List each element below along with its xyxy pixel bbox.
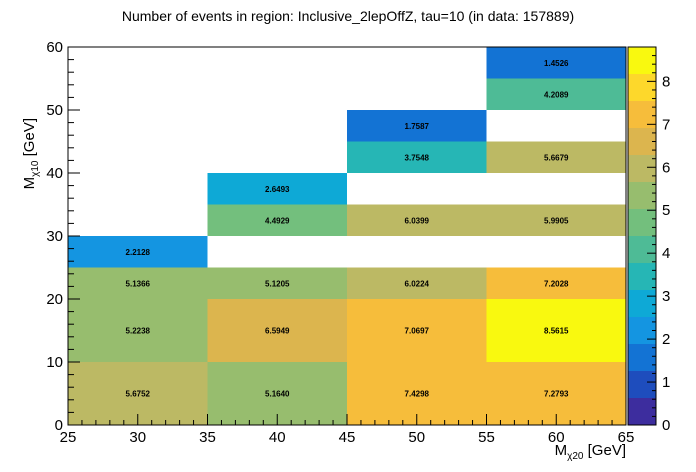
x-axis-label-sub: χ20 xyxy=(567,451,584,462)
heatmap-cell xyxy=(347,110,487,142)
cell-value-label: 4.2089 xyxy=(544,90,569,99)
cell-value-label: 7.4298 xyxy=(405,390,430,399)
y-axis: 0 10 20 30 40 50 60 xyxy=(46,39,80,434)
color-scale-swatch xyxy=(628,263,656,290)
y-tick-label: 60 xyxy=(46,39,63,56)
y-tick-label: 10 xyxy=(46,354,63,371)
color-scale-swatch xyxy=(628,317,656,344)
z-tick-label: 1 xyxy=(662,374,670,391)
color-scale-axis: 0 1 2 3 4 5 6 7 8 xyxy=(647,46,670,434)
cell-value-label: 5.9905 xyxy=(544,216,569,225)
color-scale-swatch xyxy=(628,101,656,128)
cell-value-label: 1.7587 xyxy=(405,122,430,131)
cell-value-label: 7.0697 xyxy=(405,327,430,336)
y-tick-label: 20 xyxy=(46,291,63,308)
z-tick-label: 5 xyxy=(662,202,670,219)
cell-value-label: 6.0399 xyxy=(405,216,430,225)
y-tick-label: 40 xyxy=(46,165,63,182)
z-tick-label: 3 xyxy=(662,288,670,305)
color-scale-swatch xyxy=(628,398,656,425)
x-tick-label: 30 xyxy=(129,429,146,446)
heatmap-cell xyxy=(486,204,626,236)
heatmap-cell xyxy=(68,267,208,299)
color-scale-swatch xyxy=(628,290,656,317)
color-scale-bar xyxy=(627,46,657,426)
cell-value-label: 5.6679 xyxy=(544,153,569,162)
y-tick-label: 50 xyxy=(46,102,63,119)
heatmap-cell xyxy=(347,299,487,362)
cell-value-label: 2.2128 xyxy=(126,248,151,257)
color-scale-swatch xyxy=(628,47,656,74)
heatmap-cell-labels: 5.6752 5.1640 7.4298 7.2793 5.2238 6.5949 7.06… xyxy=(126,59,570,399)
x-tick-label: 35 xyxy=(199,429,216,446)
y-tick-label: 0 xyxy=(55,417,63,434)
color-scale-swatch xyxy=(628,128,656,155)
z-tick-label: 7 xyxy=(662,116,670,133)
heatmap-cell xyxy=(486,141,626,173)
cell-value-label: 6.0224 xyxy=(405,279,430,288)
heatmap-cell xyxy=(68,299,208,362)
heatmap-cell xyxy=(486,299,626,362)
heatmap-cell xyxy=(207,173,347,205)
y-axis-label-sub: χ10 xyxy=(30,160,41,177)
z-tick-label: 0 xyxy=(662,417,670,434)
heatmap-cell xyxy=(347,141,487,173)
cell-value-label: 6.5949 xyxy=(265,327,290,336)
chart-title: Number of events in region: Inclusive_2l… xyxy=(122,8,574,24)
color-scale-swatch xyxy=(628,344,656,371)
x-tick-label: 55 xyxy=(478,429,495,446)
heatmap-cell xyxy=(207,299,347,362)
heatmap-cell xyxy=(68,236,208,268)
cell-value-label: 5.1205 xyxy=(265,279,290,288)
color-scale-swatch xyxy=(628,74,656,101)
z-tick-label: 2 xyxy=(662,331,670,348)
color-scale-swatch xyxy=(628,155,656,182)
color-scale-swatch xyxy=(628,236,656,263)
cell-value-label: 1.4526 xyxy=(544,59,569,68)
x-tick-label: 60 xyxy=(548,429,565,446)
cell-value-label: 5.1366 xyxy=(126,279,151,288)
cell-value-label: 3.7548 xyxy=(405,153,430,162)
z-tick-label: 4 xyxy=(662,245,670,262)
cell-value-label: 8.5615 xyxy=(544,327,569,336)
y-tick-label: 30 xyxy=(46,228,63,245)
heatmap-cell xyxy=(207,267,347,299)
color-scale-swatch xyxy=(628,182,656,209)
heatmap-cell xyxy=(486,78,626,110)
y-axis-label-unit: [GeV] xyxy=(21,118,38,161)
cell-value-label: 5.2238 xyxy=(126,327,151,336)
cell-value-label: 2.6493 xyxy=(265,185,290,194)
cell-value-label: 5.6752 xyxy=(126,390,151,399)
cell-value-label: 4.4929 xyxy=(265,216,290,225)
y-axis-label-main: M xyxy=(21,177,38,190)
x-axis-label-main: M xyxy=(555,442,568,459)
heatmap-cell xyxy=(486,47,626,79)
x-tick-label: 50 xyxy=(408,429,425,446)
x-axis-label-unit: [GeV] xyxy=(583,442,626,459)
x-axis-label: Mχ20 [GeV] xyxy=(555,442,626,462)
color-scale-swatch xyxy=(628,371,656,398)
x-axis: 25 30 35 40 45 50 55 60 65 xyxy=(60,414,635,446)
cell-value-label: 5.1640 xyxy=(265,390,290,399)
x-tick-label: 65 xyxy=(618,429,635,446)
x-tick-label: 25 xyxy=(60,429,77,446)
heatmap-cell xyxy=(486,267,626,299)
z-tick-label: 8 xyxy=(662,73,670,90)
color-scale-swatch xyxy=(628,209,656,236)
heatmap-cell xyxy=(207,204,347,236)
z-tick-label: 6 xyxy=(662,159,670,176)
y-axis-label: Mχ10 [GeV] xyxy=(21,118,41,189)
x-tick-label: 40 xyxy=(269,429,286,446)
heatmap-cell xyxy=(347,204,487,236)
cell-value-label: 7.2793 xyxy=(544,390,569,399)
cell-value-label: 7.2028 xyxy=(544,279,569,288)
x-tick-label: 45 xyxy=(339,429,356,446)
heatmap-cell xyxy=(347,267,487,299)
